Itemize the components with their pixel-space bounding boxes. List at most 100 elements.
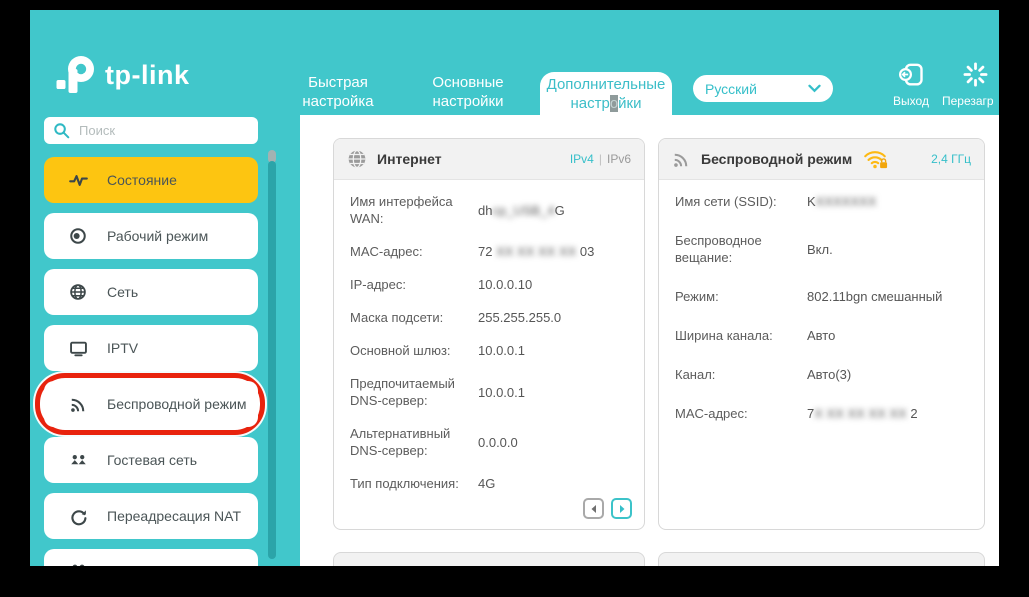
sidebar-item-guest[interactable]: Гостевая сеть: [44, 437, 258, 483]
sidebar-item-mode[interactable]: Рабочий режим: [44, 213, 258, 259]
band-2-4ghz-link[interactable]: 2,4 ГГц: [931, 152, 971, 166]
info-row: Ширина канала: Авто: [675, 327, 968, 344]
info-row: Маска подсети: 255.255.255.0: [350, 309, 628, 326]
logout-icon: [898, 61, 925, 91]
logout-button[interactable]: Выход: [879, 61, 943, 108]
sidebar-item-label: Сеть: [107, 284, 139, 300]
logout-label: Выход: [893, 94, 929, 108]
field-label: Канал:: [675, 367, 716, 382]
info-row: Альтернативный DNS-сервер: 0.0.0.0: [350, 425, 628, 459]
tab-basic-settings[interactable]: Основные настройки: [432, 74, 504, 110]
rss-icon: [672, 150, 691, 169]
field-label: Предпочитаемый DNS-сервер:: [350, 376, 455, 408]
sidebar-item-wireless[interactable]: Беспроводной режим: [44, 381, 258, 427]
internet-card-header: Интернет IPv4 | IPv6: [334, 139, 644, 180]
sidebar-item-globe[interactable]: Сеть: [44, 269, 258, 315]
info-row: Предпочитаемый DNS-сервер: 10.0.0.1: [350, 375, 628, 409]
tab-advanced-line2: настройки: [570, 94, 642, 112]
wireless-card-title: Беспроводной режим: [701, 151, 853, 167]
info-row: Имя сети (SSID): KXXXXXXX: [675, 193, 968, 210]
ip-tab-divider: |: [598, 152, 602, 166]
field-value: 72 XX XX XX XX 03: [478, 244, 595, 259]
mode-icon: [68, 226, 88, 246]
sidebar-item-label: IPTV: [107, 340, 139, 356]
field-label: Маска подсети:: [350, 310, 444, 325]
redacted-text: cp_USB_4: [492, 202, 555, 218]
reboot-button[interactable]: Перезагр: [942, 61, 999, 108]
search-icon: [53, 122, 70, 139]
sidebar-search: [44, 117, 258, 144]
partial-icon: [68, 562, 88, 566]
field-value: 255.255.255.0: [478, 310, 562, 325]
field-value: 10.0.0.1: [478, 343, 525, 358]
field-value: Вкл.: [807, 241, 833, 257]
tab-advanced-settings[interactable]: Дополнительные настройки: [540, 72, 672, 115]
field-label: MAC-адрес:: [350, 244, 423, 259]
tab-advanced-line1: Дополнительные: [546, 75, 666, 93]
sidebar-item-partial[interactable]: [44, 549, 258, 566]
reboot-label: Перезагр: [942, 94, 994, 108]
field-value: 4G: [478, 476, 496, 491]
text-cursor: о: [609, 94, 619, 112]
guest-icon: [68, 450, 88, 470]
tab-quick-setup[interactable]: Быстрая настройка: [302, 74, 374, 110]
sidebar-menu: Состояние Рабочий режим Сеть IPTV Беспроводн…: [44, 157, 258, 566]
redacted-text: X XX XX XX XX: [814, 406, 911, 421]
redacted-text: XX XX XX XX: [492, 244, 580, 259]
internet-card-body: Имя интерфейса WAN: dhcp_USB_4G MAC-адрес:…: [334, 180, 644, 492]
globe-icon: [347, 149, 367, 169]
pager-prev-button[interactable]: [583, 498, 604, 519]
chevron-down-icon: [808, 84, 821, 93]
tv-icon: [68, 338, 88, 358]
info-row: MAC-адрес: 72 XX XX XX XX 03: [350, 243, 628, 260]
info-row: Канал: Авто(3): [675, 366, 968, 383]
reboot-icon: [962, 61, 989, 91]
wireless-card-body: Имя сети (SSID): KXXXXXXX Беспроводное вещ…: [659, 180, 984, 422]
sidebar-item-tv[interactable]: IPTV: [44, 325, 258, 371]
field-value: KXXXXXXX: [807, 194, 877, 209]
field-value: 802.11bgn смешанный: [807, 289, 943, 304]
field-label: Ширина канала:: [675, 328, 773, 343]
sidebar-item-label: Беспроводной режим: [107, 396, 247, 412]
info-row: Беспроводное вещание: Вкл.: [675, 232, 968, 266]
field-label: Имя интерфейса WAN:: [350, 194, 453, 226]
ipv6-tab[interactable]: IPv6: [606, 152, 631, 166]
field-value: 0.0.0.0: [478, 434, 518, 450]
field-value: 10.0.0.1: [478, 384, 525, 400]
field-value: Авто(3): [807, 367, 852, 382]
sidebar-item-nat[interactable]: Переадресация NAT: [44, 493, 258, 539]
language-value: Русский: [705, 80, 757, 97]
router-admin-page: tp-link Быстрая настройка Основные настр…: [30, 10, 999, 566]
info-row: Режим: 802.11bgn смешанный: [675, 288, 968, 305]
sidebar-scrollbar-thumb[interactable]: [268, 161, 276, 559]
info-row: MAC-адрес: 7X XX XX XX XX 2: [675, 405, 968, 422]
info-row: Основной шлюз: 10.0.0.1: [350, 342, 628, 359]
redacted-text: XXXXXXX: [815, 194, 877, 209]
field-label: Тип подключения:: [350, 476, 459, 491]
tp-link-logo-icon: [54, 52, 98, 98]
pager-next-button[interactable]: [611, 498, 632, 519]
sidebar-item-pulse[interactable]: Состояние: [44, 157, 258, 203]
logo-wordmark: tp-link: [105, 59, 190, 90]
sidebar-item-label: Переадресация NAT: [107, 508, 242, 524]
sidebar-item-label: Состояние: [107, 172, 177, 188]
globe-icon: [68, 282, 88, 302]
info-row: Тип подключения: 4G: [350, 475, 628, 492]
field-label: Альтернативный DNS-сервер:: [350, 426, 451, 458]
scrollbar-cap: [268, 150, 276, 163]
search-input[interactable]: [77, 122, 257, 139]
ipv4-tab[interactable]: IPv4: [569, 152, 594, 166]
language-dropdown[interactable]: Русский: [693, 75, 833, 102]
wireless-icon: [68, 394, 88, 414]
internet-card-title: Интернет: [377, 151, 442, 167]
field-label: MAC-адрес:: [675, 406, 748, 421]
wireless-card: Беспроводной режим 2,4 ГГц Имя сети (SSI…: [658, 138, 985, 530]
field-label: Основной шлюз:: [350, 343, 451, 358]
sidebar-item-label: Гостевая сеть: [107, 452, 198, 468]
partial-card-left: [333, 552, 645, 566]
field-label: Беспроводное вещание:: [675, 233, 762, 265]
field-value: dhcp_USB_4G: [478, 202, 565, 218]
partial-card-right: [658, 552, 985, 566]
internet-card: Интернет IPv4 | IPv6 Имя интерфейса WAN:…: [333, 138, 645, 530]
